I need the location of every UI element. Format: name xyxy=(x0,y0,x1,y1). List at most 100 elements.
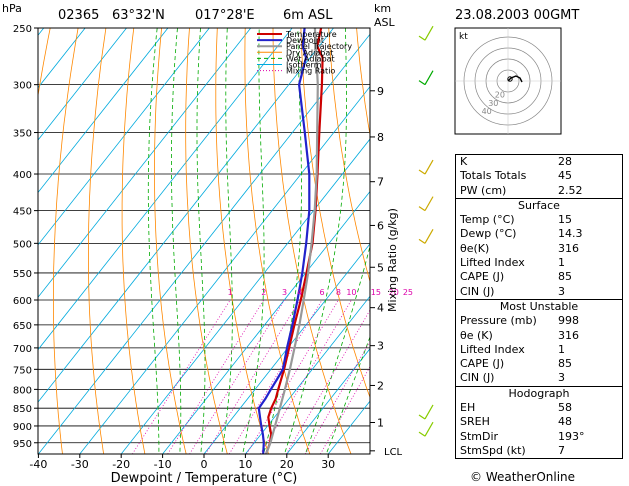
mixing-ratio-label: 25 xyxy=(403,288,413,297)
table-key: EH xyxy=(460,401,476,415)
table-key: Pressure (mb) xyxy=(460,314,537,328)
table-row: Pressure (mb) 998 xyxy=(456,314,622,328)
table-key: PW (cm) xyxy=(460,183,507,197)
table-key: CAPE (J) xyxy=(460,357,505,371)
legend-item: Parcel Trajectory xyxy=(286,42,352,51)
table-value: 1 xyxy=(558,342,565,356)
table-key: Lifted Index xyxy=(460,342,525,356)
x-tick-label: 10 xyxy=(238,458,252,471)
wind-barb xyxy=(418,70,434,86)
table-key: StmSpd (kt) xyxy=(460,443,526,457)
y-tick-label: 750 xyxy=(13,365,32,376)
wet-adiabat-line xyxy=(242,28,265,454)
y-tick-label: 900 xyxy=(13,422,32,433)
table-row: K 28 xyxy=(456,155,622,169)
isotherm-line xyxy=(245,295,370,454)
table-row: Totals Totals 45 xyxy=(456,169,622,183)
mixing-ratio-label: 8 xyxy=(336,288,341,297)
km-tick-label: 9 xyxy=(377,85,384,98)
km-unit-label: km xyxy=(374,2,391,15)
mixing-ratio-label: 3 xyxy=(282,288,287,297)
isotherm-line xyxy=(38,28,334,403)
lcl-label: LCL xyxy=(384,447,403,458)
hodograph-trace xyxy=(507,75,523,83)
hodograph-ring-label: 40 xyxy=(482,107,492,116)
most-unstable-box: Most Unstable Pressure (mb) 998 θe (K) 316 L… xyxy=(455,298,623,387)
table-value: 45 xyxy=(558,169,572,183)
station-lat: 63°32'N xyxy=(112,8,165,23)
table-value: 3 xyxy=(558,371,565,385)
indices-table: K 28 Totals Totals 45 PW (cm) 2.52 Surface Te… xyxy=(455,154,623,460)
table-key: SREH xyxy=(460,415,490,429)
table-value: 28 xyxy=(558,155,572,168)
km-tick-label: 3 xyxy=(377,340,384,353)
table-value: 14.3 xyxy=(558,227,583,241)
y-tick-label: 800 xyxy=(13,385,32,396)
hodograph-table-title: Hodograph xyxy=(508,386,570,400)
table-value: 15 xyxy=(558,213,572,227)
table-key: K xyxy=(460,155,468,168)
dry-adiabat-line xyxy=(300,28,370,399)
wind-barbs xyxy=(418,25,434,437)
wind-barb xyxy=(418,159,434,175)
x-tick-label: -20 xyxy=(112,458,130,471)
hodograph-box: Hodograph EH 58 SREH 48 StmDir 193° StmSpd (kt… xyxy=(455,385,623,460)
wet-adiabat-line xyxy=(325,335,370,454)
legend-item: Isotherm xyxy=(286,61,322,70)
table-value: 1 xyxy=(558,256,565,270)
mixing-ratio-label: 6 xyxy=(319,288,324,297)
mixing-ratio-label: 20 xyxy=(389,288,399,297)
x-tick-label: -40 xyxy=(29,458,47,471)
mixing-ratio-line xyxy=(205,299,301,454)
legend-item: Dry Adiabat xyxy=(286,48,333,57)
y-tick-label: 550 xyxy=(13,269,32,280)
plot-frame xyxy=(37,27,371,455)
table-row: PW (cm) 2.52 xyxy=(456,184,622,198)
isotherm-line xyxy=(162,190,370,454)
mixing-ratio-label: 2 xyxy=(261,288,266,297)
dry-adiabat-line xyxy=(272,28,352,454)
legend-item: Dewpoint xyxy=(286,36,324,45)
indices-box: K 28 Totals Totals 45 PW (cm) 2.52 xyxy=(455,154,623,199)
dry-adiabat-line xyxy=(215,28,270,454)
table-row: CIN (J) 3 xyxy=(456,371,622,385)
mixing-ratio-line xyxy=(320,365,370,454)
table-key: CIN (J) xyxy=(460,284,495,298)
table-value: 3 xyxy=(558,284,565,298)
km-tick-label: 2 xyxy=(377,379,384,392)
x-axis-label: Dewpoint / Temperature (°C) xyxy=(111,471,298,486)
mixing-ratio-line xyxy=(189,299,285,454)
dry-adiabat-line xyxy=(88,28,107,454)
dry-adiabat-line xyxy=(328,28,370,284)
wet-adiabat-line xyxy=(304,244,370,454)
isotherm-line xyxy=(38,28,210,246)
y-tick-label: 850 xyxy=(13,404,32,415)
isotherm-line xyxy=(38,28,293,351)
table-key: θe(K) xyxy=(460,241,490,255)
table-row: CAPE (J) 85 xyxy=(456,270,622,284)
table-value: 85 xyxy=(558,270,572,284)
y-tick-label: 500 xyxy=(13,239,32,250)
station-lon: 017°28'E xyxy=(195,8,255,23)
copyright-text: © WeatherOnline xyxy=(470,470,576,484)
table-value: 2.52 xyxy=(558,183,583,197)
km-tick-label: 7 xyxy=(377,176,384,189)
y-tick-label: 450 xyxy=(13,207,32,218)
x-tick-label: 20 xyxy=(280,458,294,471)
table-row: EH 58 xyxy=(456,401,622,415)
table-key: Dewp (°C) xyxy=(460,227,517,241)
wet-adiabat-line xyxy=(263,28,302,454)
isotherm-line xyxy=(79,86,370,454)
station-id: 02365 xyxy=(58,8,99,23)
table-value: 85 xyxy=(558,357,572,371)
dry-adiabat-line xyxy=(185,28,228,454)
y-tick-label: 700 xyxy=(13,344,32,355)
isotherm-line xyxy=(203,243,370,454)
mixing-ratio-line xyxy=(304,340,370,454)
station-elev: 6m ASL xyxy=(283,8,333,23)
most-unstable-title: Most Unstable xyxy=(499,299,579,313)
y-tick-label: 400 xyxy=(13,170,32,181)
